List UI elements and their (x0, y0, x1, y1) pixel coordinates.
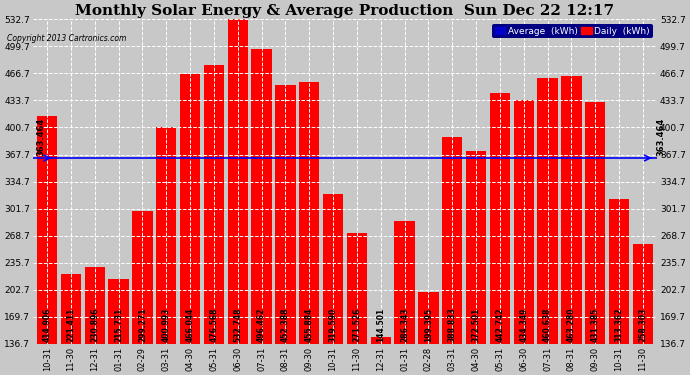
Bar (490, 93, 510, 344)
Bar (585, 102, 605, 344)
Legend: Average  (kWh), Daily  (kWh): Average (kWh), Daily (kWh) (492, 24, 653, 38)
Text: 455.884: 455.884 (305, 308, 314, 342)
Text: 215.731: 215.731 (114, 308, 123, 342)
Text: 452.388: 452.388 (281, 308, 290, 342)
Text: 466.044: 466.044 (186, 308, 195, 342)
Bar (538, 78, 558, 344)
Bar (180, 74, 200, 344)
Text: Copyright 2013 Cartronics.com: Copyright 2013 Cartronics.com (7, 34, 126, 43)
Text: 230.896: 230.896 (90, 308, 99, 342)
Text: 271.526: 271.526 (353, 308, 362, 342)
Text: 199.395: 199.395 (424, 308, 433, 342)
Bar (442, 137, 462, 344)
Text: 286.343: 286.343 (400, 308, 409, 342)
Text: 476.568: 476.568 (210, 308, 219, 342)
Text: 221.411: 221.411 (66, 308, 75, 342)
Bar (299, 82, 319, 344)
Bar (108, 279, 129, 344)
Text: 431.385: 431.385 (591, 308, 600, 342)
Text: 363.464: 363.464 (37, 118, 46, 156)
Text: 400.993: 400.993 (161, 308, 170, 342)
Text: 299.271: 299.271 (138, 308, 147, 342)
Text: 363.464: 363.464 (656, 118, 665, 156)
Text: 144.501: 144.501 (376, 308, 385, 342)
Text: 532.748: 532.748 (233, 308, 242, 342)
Text: 434.349: 434.349 (520, 308, 529, 342)
Bar (609, 199, 629, 344)
Bar (132, 211, 152, 344)
Text: 372.501: 372.501 (471, 308, 480, 342)
Bar (85, 267, 105, 344)
Bar (251, 49, 272, 344)
Bar (418, 292, 439, 344)
Bar (466, 151, 486, 344)
Text: 414.906: 414.906 (43, 308, 52, 342)
Bar (228, 19, 248, 344)
Text: 442.742: 442.742 (495, 308, 504, 342)
Bar (561, 76, 582, 344)
Bar (156, 127, 177, 344)
Bar (371, 338, 391, 344)
Bar (204, 65, 224, 344)
Bar (395, 221, 415, 344)
Bar (61, 274, 81, 344)
Bar (37, 116, 57, 344)
Bar (633, 244, 653, 344)
Text: 496.462: 496.462 (257, 308, 266, 342)
Text: 388.833: 388.833 (448, 308, 457, 342)
Bar (347, 233, 367, 344)
Bar (513, 100, 534, 344)
Bar (275, 85, 295, 344)
Text: 258.303: 258.303 (638, 308, 647, 342)
Text: 313.362: 313.362 (615, 308, 624, 342)
Text: 463.280: 463.280 (567, 308, 576, 342)
Text: 460.638: 460.638 (543, 308, 552, 342)
Text: 319.590: 319.590 (328, 308, 337, 342)
Bar (323, 194, 343, 344)
Title: Monthly Solar Energy & Average Production  Sun Dec 22 12:17: Monthly Solar Energy & Average Productio… (75, 4, 615, 18)
